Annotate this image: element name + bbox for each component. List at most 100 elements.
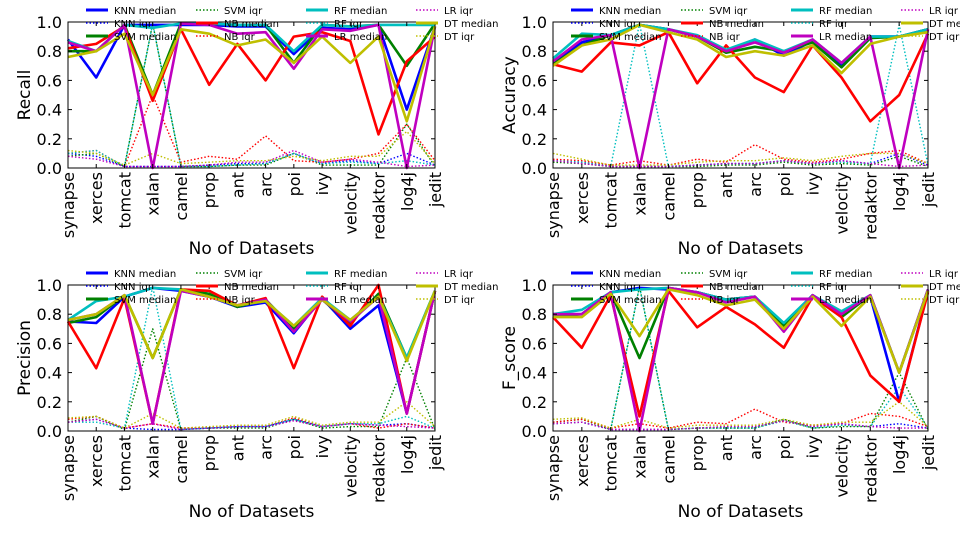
legend-label: SVM median <box>114 32 176 43</box>
x-tick-label: tomcat <box>115 435 134 492</box>
x-axis-label: No of Datasets <box>678 239 804 259</box>
x-tick-label: arc <box>746 172 765 197</box>
legend-label: NB median <box>224 19 279 30</box>
x-tick-label: velocity <box>341 435 360 498</box>
legend-label: LR iqr <box>929 6 959 17</box>
legend-item: RF median <box>306 6 387 17</box>
legend-label: DT iqr <box>444 295 475 306</box>
legend-label: DT median <box>444 282 498 293</box>
legend-label: RF iqr <box>334 282 364 293</box>
y-tick-label: 0.8 <box>37 42 62 61</box>
x-tick-label: log4j <box>890 172 909 211</box>
x-tick-label: xerces <box>573 435 592 487</box>
legend-label: NB iqr <box>224 32 256 43</box>
x-tick-label: arc <box>746 435 765 460</box>
x-tick-label: ant <box>717 435 736 461</box>
legend-label: KNN median <box>114 269 176 280</box>
legend-item: RF median <box>306 269 387 280</box>
x-tick-label: prop <box>200 435 219 471</box>
x-tick-label: tomcat <box>602 435 621 492</box>
y-tick-label: 1.0 <box>522 13 547 32</box>
legend-label: LR iqr <box>444 269 474 280</box>
y-tick-label: 0.2 <box>522 130 547 149</box>
series-nb-median <box>553 291 928 417</box>
legend-item: LR iqr <box>901 6 959 17</box>
legend-item: SVM iqr <box>681 6 748 17</box>
legend-label: LR iqr <box>929 269 959 280</box>
series-line <box>553 287 928 430</box>
legend-label: RF iqr <box>819 282 849 293</box>
legend-item: SVM median <box>86 295 176 306</box>
series-dt-iqr <box>68 402 435 428</box>
y-tick-label: 0.4 <box>522 364 547 383</box>
x-tick-label: redaktor <box>370 435 389 503</box>
y-tick-label: 0.6 <box>522 71 547 90</box>
x-tick-label: xerces <box>87 172 106 224</box>
y-tick-label: 0.8 <box>37 305 62 324</box>
x-tick-label: jedit <box>426 172 445 208</box>
series-line <box>68 132 435 166</box>
x-tick-label: redaktor <box>861 172 880 240</box>
legend-item: DT median <box>901 282 960 293</box>
x-tick-label: jedit <box>919 172 938 208</box>
x-tick-label: poi <box>775 172 794 196</box>
x-tick-label: ant <box>228 435 247 461</box>
legend-label: NB iqr <box>224 295 256 306</box>
legend-label: KNN median <box>114 6 176 17</box>
y-tick-label: 0.4 <box>37 101 62 120</box>
x-tick-label: poi <box>285 172 304 196</box>
legend-item: KNN median <box>86 6 176 17</box>
legend-item: KNN median <box>571 6 661 17</box>
y-tick-label: 1.0 <box>37 13 62 32</box>
x-tick-label: camel <box>659 172 678 220</box>
series-rf-iqr <box>553 286 928 429</box>
legend-label: SVM iqr <box>224 269 263 280</box>
legend-item: SVM iqr <box>196 6 263 17</box>
legend-item: DT median <box>416 19 498 30</box>
legend-label: DT median <box>929 282 960 293</box>
x-tick-label: ant <box>228 172 247 198</box>
legend-label: RF median <box>819 6 872 17</box>
legend-label: DT iqr <box>929 295 960 306</box>
x-tick-label: jedit <box>426 435 445 471</box>
x-tick-label: ivy <box>804 435 823 458</box>
x-tick-label: ant <box>717 172 736 198</box>
legend-label: RF iqr <box>334 19 364 30</box>
legend-label: LR iqr <box>444 6 474 17</box>
x-tick-label: velocity <box>832 435 851 498</box>
x-tick-label: synapse <box>59 435 78 501</box>
y-axis-label: Recall <box>15 70 35 121</box>
legend-item: RF median <box>791 269 872 280</box>
legend-label: NB median <box>709 19 764 30</box>
x-tick-label: xerces <box>87 435 106 487</box>
y-tick-label: 0.8 <box>522 305 547 324</box>
legend-label: RF iqr <box>819 19 849 30</box>
x-tick-label: prop <box>688 435 707 471</box>
legend-label: SVM median <box>114 295 176 306</box>
legend-item: DT iqr <box>901 295 960 306</box>
legend-label: SVM iqr <box>224 6 263 17</box>
legend-label: LR median <box>334 32 387 43</box>
legend-label: NB iqr <box>709 295 741 306</box>
legend-item: LR iqr <box>416 6 474 17</box>
x-tick-label: tomcat <box>602 172 621 229</box>
y-tick-label: 1.0 <box>37 276 62 295</box>
legend-label: KNN iqr <box>599 282 638 293</box>
y-tick-label: 0.6 <box>522 334 547 353</box>
legend-item: KNN iqr <box>571 282 638 293</box>
x-axis-label: No of Datasets <box>189 239 315 259</box>
legend-item: RF iqr <box>306 282 364 293</box>
legend-label: SVM median <box>599 295 661 306</box>
x-tick-label: synapse <box>544 172 563 238</box>
x-tick-label: jedit <box>919 435 938 471</box>
x-tick-label: arc <box>257 435 276 460</box>
legend-item: RF iqr <box>791 282 849 293</box>
y-tick-label: 0.4 <box>37 364 62 383</box>
legend-label: RF median <box>819 269 872 280</box>
x-tick-label: poi <box>775 435 794 459</box>
